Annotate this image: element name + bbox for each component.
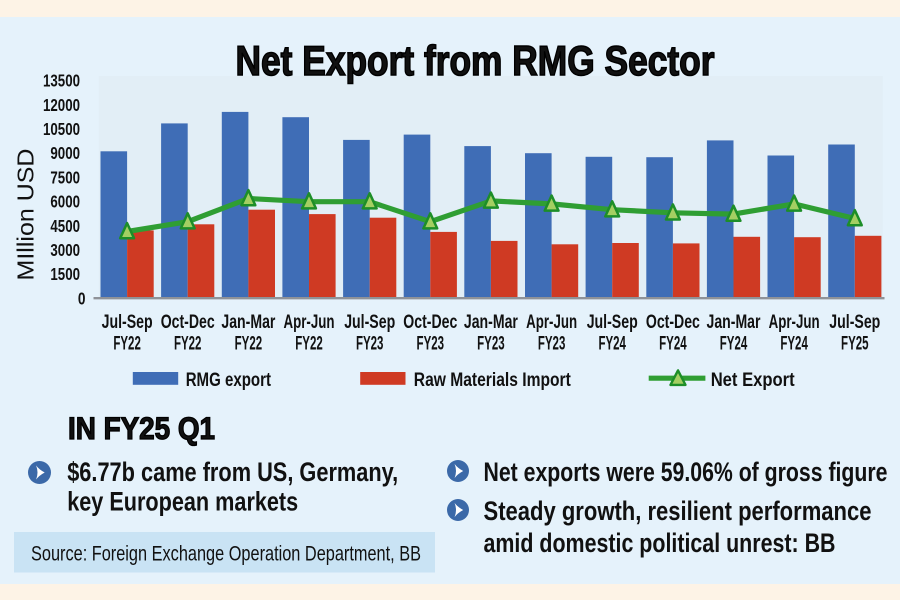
svg-text:FY22: FY22 — [235, 333, 263, 354]
svg-text:$6.77b came from US, Germany,: $6.77b came from US, Germany, — [67, 457, 398, 487]
svg-text:3000: 3000 — [50, 240, 80, 260]
svg-text:1500: 1500 — [50, 264, 80, 284]
svg-text:FY23: FY23 — [538, 333, 566, 354]
svg-text:Jul-Sep: Jul-Sep — [587, 312, 638, 333]
svg-text:10500: 10500 — [43, 119, 80, 139]
svg-text:4500: 4500 — [50, 216, 80, 236]
svg-text:Jan-Mar: Jan-Mar — [464, 312, 518, 333]
svg-text:Jul-Sep: Jul-Sep — [344, 312, 395, 333]
svg-text:RMG export: RMG export — [186, 370, 272, 391]
svg-text:FY24: FY24 — [598, 333, 626, 354]
svg-text:Jan-Mar: Jan-Mar — [707, 312, 761, 333]
svg-text:FY23: FY23 — [356, 333, 384, 354]
svg-text:Oct-Dec: Oct-Dec — [646, 312, 700, 333]
svg-text:FY22: FY22 — [113, 333, 141, 354]
svg-text:IN FY25 Q1: IN FY25 Q1 — [68, 410, 215, 446]
svg-text:Raw Materials Import: Raw Materials Import — [414, 370, 572, 391]
svg-text:12000: 12000 — [43, 95, 80, 115]
svg-text:Net Export: Net Export — [711, 370, 796, 391]
svg-text:Apr-Jun: Apr-Jun — [769, 312, 820, 333]
svg-text:FY25: FY25 — [841, 333, 869, 354]
svg-text:MIllion USD: MIllion USD — [13, 149, 39, 281]
svg-text:amid domestic political unrest: amid domestic political unrest: BB — [484, 528, 836, 558]
svg-text:Oct-Dec: Oct-Dec — [161, 312, 215, 333]
svg-text:6000: 6000 — [50, 192, 80, 212]
svg-text:13500: 13500 — [43, 71, 80, 91]
svg-text:7500: 7500 — [50, 167, 80, 187]
svg-text:0: 0 — [78, 288, 86, 308]
svg-text:FY24: FY24 — [720, 333, 748, 354]
svg-text:Jan-Mar: Jan-Mar — [221, 312, 275, 333]
svg-text:FY22: FY22 — [174, 333, 202, 354]
svg-text:FY24: FY24 — [780, 333, 808, 354]
svg-text:Net exports were 59.06% of gro: Net exports were 59.06% of gross figure — [484, 457, 888, 487]
svg-text:Steady growth, resilient perfo: Steady growth, resilient performance — [484, 496, 872, 526]
svg-text:9000: 9000 — [50, 143, 80, 163]
svg-text:Jul-Sep: Jul-Sep — [102, 312, 153, 333]
svg-text:key European markets: key European markets — [67, 487, 298, 517]
svg-text:FY24: FY24 — [659, 333, 687, 354]
svg-text:Source: Foreign Exchange Opera: Source: Foreign Exchange Operation Depar… — [31, 543, 421, 566]
svg-text:FY22: FY22 — [295, 333, 323, 354]
svg-text:FY23: FY23 — [417, 333, 445, 354]
svg-text:Oct-Dec: Oct-Dec — [403, 312, 457, 333]
svg-text:Net Export from RMG Sector: Net Export from RMG Sector — [236, 37, 715, 84]
svg-text:Apr-Jun: Apr-Jun — [284, 312, 335, 333]
svg-text:FY23: FY23 — [477, 333, 505, 354]
svg-text:Apr-Jun: Apr-Jun — [526, 312, 577, 333]
svg-text:Jul-Sep: Jul-Sep — [829, 312, 880, 333]
